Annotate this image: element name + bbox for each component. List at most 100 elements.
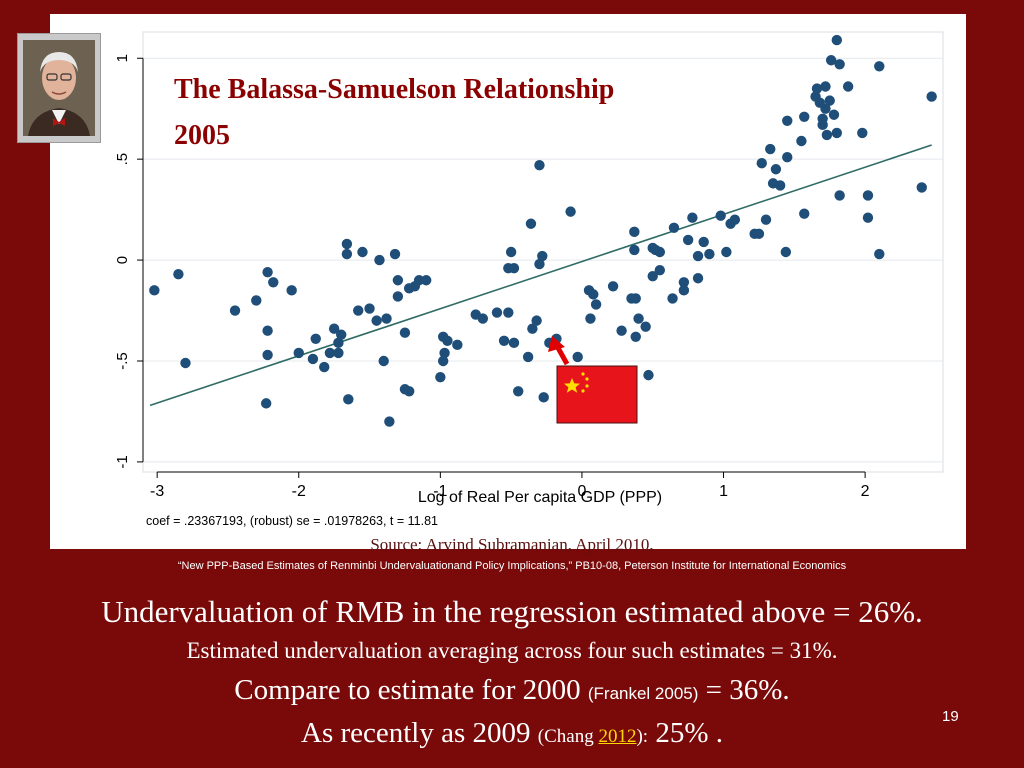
scatter-point	[392, 275, 404, 286]
scatter-point	[491, 307, 503, 318]
scatter-point	[629, 244, 640, 256]
bullet-2009-value: 25% .	[648, 717, 723, 749]
scatter-point	[572, 351, 583, 363]
scatter-point	[842, 81, 854, 92]
scatter-point	[926, 91, 937, 102]
scatter-point	[770, 164, 782, 175]
scatter-point	[630, 293, 641, 304]
scatter-point	[353, 305, 364, 316]
y-tick-label: .5	[114, 153, 131, 166]
regression-fit-line	[149, 144, 932, 407]
scatter-point	[389, 248, 401, 260]
scatter-point	[527, 323, 538, 334]
scatter-point	[629, 226, 640, 238]
y-tick-label: 1	[114, 54, 131, 62]
scatter-point	[857, 127, 868, 139]
scatter-point	[585, 313, 596, 324]
scatter-point	[831, 127, 843, 139]
scatter-point	[437, 355, 449, 367]
scatter-point	[616, 325, 627, 336]
bullet-2009-estimate: As recently as 2009 (Chang 2012): 25% .	[0, 717, 1024, 750]
scatter-point	[831, 34, 843, 46]
scatter-point	[268, 277, 279, 288]
scatter-point	[229, 305, 241, 316]
citation-line: “New PPP-Based Estimates of Renminbi Und…	[177, 560, 847, 572]
scatter-point	[824, 95, 835, 106]
scatter-point	[811, 83, 823, 94]
scatter-point	[384, 416, 395, 427]
china-flag-annotation	[548, 336, 638, 424]
chart-panel: -1 -.5 0 .5 1 -3 -2 -1 0 1 2 The Balassa-Samuelson…	[50, 14, 966, 549]
scatter-point	[173, 269, 184, 280]
scatter-point	[374, 254, 385, 266]
scatter-point	[498, 335, 510, 347]
scatter-point	[916, 182, 927, 193]
scatter-point	[678, 277, 690, 288]
china-arrow-shaft	[554, 344, 570, 366]
scatter-point	[667, 293, 678, 304]
scatter-point	[262, 325, 273, 336]
scatter-point	[817, 119, 828, 131]
scatter-point	[420, 275, 432, 286]
scatter-point	[328, 323, 340, 334]
chang-2012-link[interactable]: 2012	[598, 726, 637, 747]
scatter-point	[782, 115, 793, 127]
scatter-point	[149, 285, 160, 296]
scatter-point	[704, 248, 715, 260]
scatter-point	[341, 248, 353, 260]
scatter-point	[774, 180, 786, 191]
scatter-point	[654, 246, 666, 258]
y-tick-label: -1	[114, 455, 131, 468]
scatter-point	[834, 190, 845, 201]
scatter-point	[678, 285, 690, 296]
scatter-point	[251, 295, 262, 306]
x-tick-label: 0	[577, 483, 586, 500]
scatter-point	[729, 214, 741, 225]
scatter-point	[760, 214, 772, 225]
scatter-chart: -1 -.5 0 .5 1 -3 -2 -1 0 1 2 The Balassa-Samuelson…	[114, 31, 944, 528]
scatter-point	[756, 157, 767, 169]
scatter-point	[324, 347, 336, 359]
scatter-point	[654, 264, 666, 276]
scatter-point	[442, 335, 453, 347]
china-arrow-head	[548, 336, 565, 352]
scatter-point	[319, 361, 330, 373]
scatter-point	[357, 246, 368, 258]
y-tick-label: -.5	[114, 352, 131, 370]
china-flag-big-star	[564, 378, 580, 393]
scatter-point	[820, 103, 831, 114]
scatter-point	[874, 61, 885, 72]
scatter-point	[565, 206, 576, 217]
china-flag	[556, 365, 638, 424]
source-line: Source: Arvind Subramanian, April 2010,	[370, 535, 654, 554]
scatter-point	[293, 347, 304, 359]
bullet-undervaluation-regression: Undervaluation of RMB in the regression …	[101, 594, 923, 629]
bullet-compare-2000: Compare to estimate for 2000 (Frankel 20…	[0, 674, 1024, 707]
scatter-point	[513, 386, 524, 397]
y-tick-label: 0	[114, 256, 131, 264]
x-tick-label: -3	[150, 483, 164, 500]
scatter-point	[825, 55, 837, 66]
scatter-point	[692, 273, 704, 284]
scatter-point	[780, 246, 792, 258]
scatter-point	[537, 250, 548, 262]
scatter-point	[630, 331, 641, 342]
frankel-citation: (Frankel 2005)	[587, 684, 699, 703]
scatter-point	[505, 246, 517, 258]
scatter-point	[799, 111, 810, 122]
scatter-point	[862, 212, 874, 223]
china-flag-small-star	[585, 377, 589, 381]
scatter-point	[828, 109, 840, 120]
x-tick-label: 1	[719, 483, 728, 500]
scatter-point	[262, 349, 273, 361]
scatter-point	[286, 285, 297, 296]
scatter-point	[821, 129, 833, 141]
scatter-point	[633, 313, 644, 324]
bullet-compare-2000-text: Compare to estimate for 2000	[234, 674, 588, 706]
scatter-point	[364, 303, 375, 314]
scatter-point	[439, 347, 450, 359]
scatter-point	[534, 258, 545, 270]
scatter-point	[862, 190, 874, 201]
scatter-point	[721, 246, 732, 258]
china-flag-small-star	[581, 389, 585, 393]
